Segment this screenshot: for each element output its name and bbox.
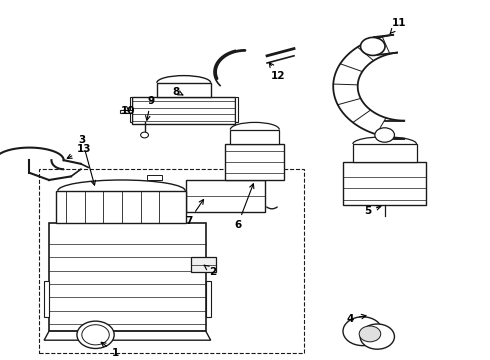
- Polygon shape: [56, 191, 186, 223]
- Text: 13: 13: [67, 144, 92, 158]
- Polygon shape: [235, 97, 238, 122]
- Polygon shape: [230, 130, 279, 144]
- Circle shape: [77, 321, 114, 348]
- Text: 5: 5: [364, 206, 381, 216]
- Text: 2: 2: [204, 265, 217, 277]
- Polygon shape: [353, 144, 416, 162]
- Polygon shape: [120, 110, 132, 113]
- Polygon shape: [44, 331, 211, 340]
- Polygon shape: [157, 83, 211, 97]
- Polygon shape: [130, 97, 132, 122]
- Text: 7: 7: [185, 199, 203, 226]
- Text: 3: 3: [79, 135, 96, 185]
- Polygon shape: [191, 257, 216, 272]
- Text: 1: 1: [101, 342, 119, 358]
- Text: 10: 10: [121, 105, 136, 116]
- Circle shape: [361, 37, 385, 55]
- Circle shape: [82, 325, 109, 345]
- Circle shape: [360, 324, 394, 349]
- Bar: [39, 169, 304, 353]
- Polygon shape: [49, 223, 206, 331]
- Circle shape: [141, 132, 148, 138]
- Polygon shape: [225, 144, 284, 180]
- Text: 8: 8: [173, 87, 183, 97]
- Text: 4: 4: [346, 314, 366, 324]
- Circle shape: [375, 128, 394, 142]
- Polygon shape: [44, 281, 49, 317]
- Text: 12: 12: [270, 63, 286, 81]
- Polygon shape: [186, 180, 265, 212]
- Circle shape: [343, 317, 382, 346]
- Polygon shape: [343, 162, 426, 205]
- Text: 11: 11: [390, 18, 407, 33]
- Polygon shape: [147, 175, 162, 180]
- Polygon shape: [206, 281, 211, 317]
- Polygon shape: [132, 97, 235, 124]
- Text: 6: 6: [234, 184, 254, 230]
- Text: 9: 9: [146, 96, 154, 120]
- Circle shape: [359, 326, 381, 342]
